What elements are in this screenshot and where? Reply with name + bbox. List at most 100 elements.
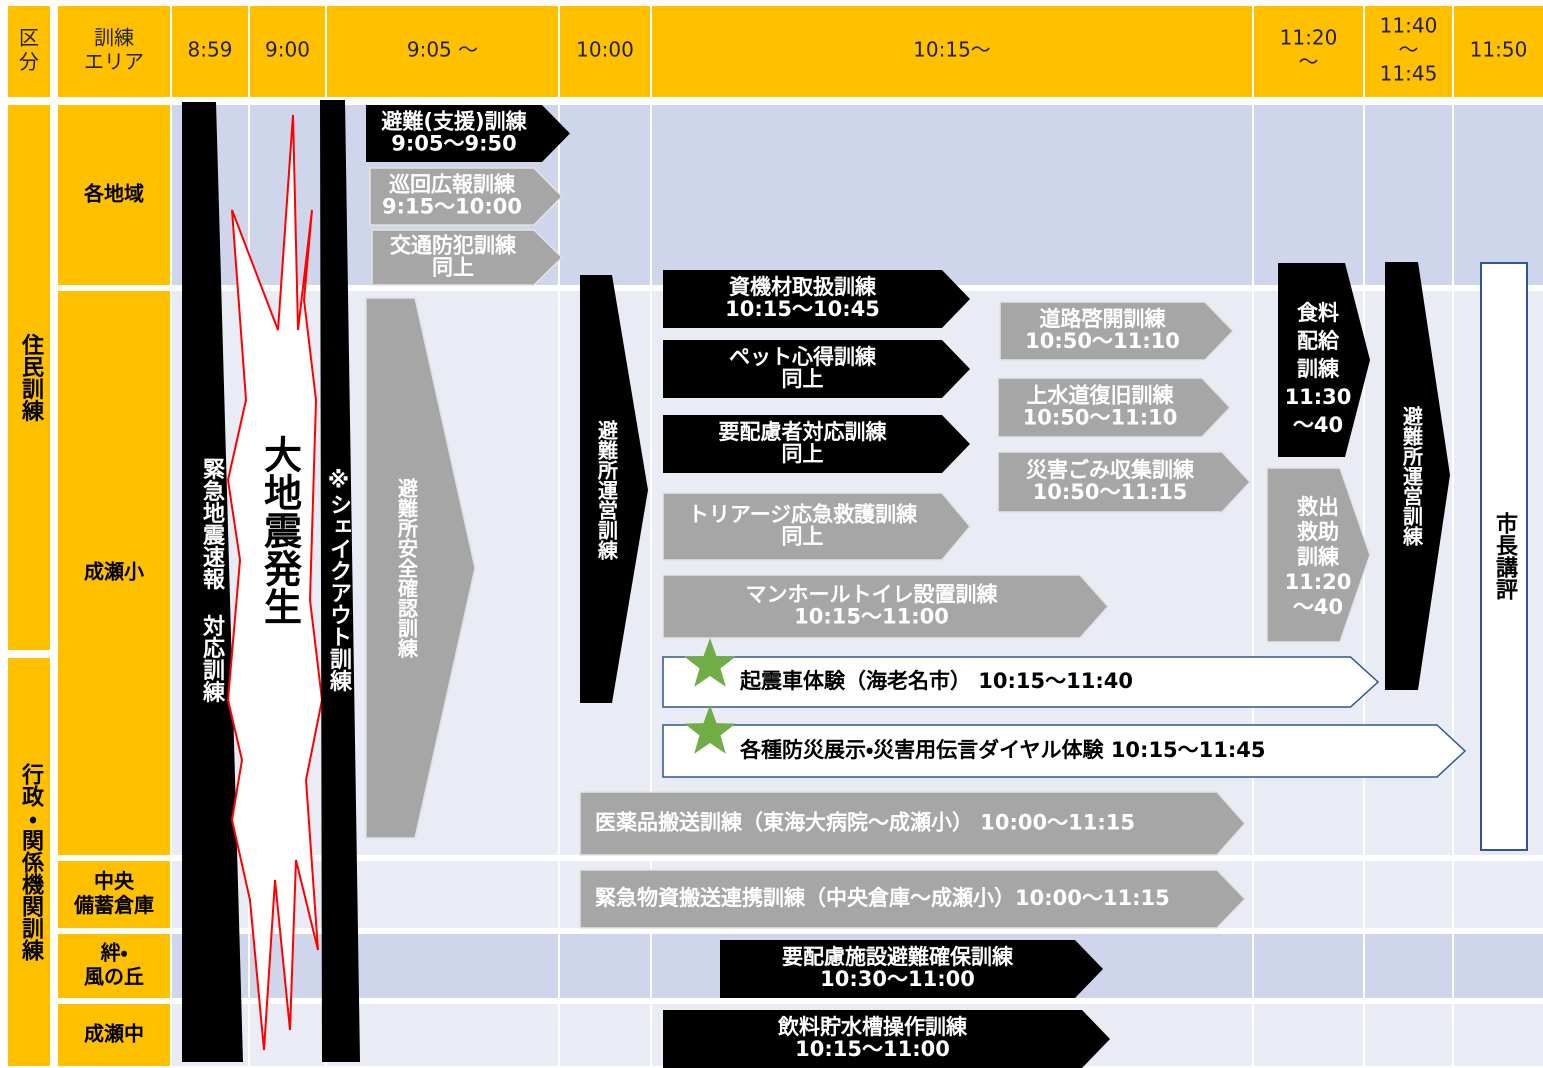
drill-text: 上水道復旧訓練 [1027, 384, 1175, 408]
header-text: 11:45 [1380, 62, 1438, 86]
bar [182, 102, 243, 1062]
row-cell [327, 1004, 558, 1066]
drill-arrow [997, 451, 1252, 513]
row-cell [1254, 861, 1363, 928]
drill-text: 食料 [1297, 301, 1339, 325]
bar [580, 275, 648, 703]
row-cell [1454, 105, 1543, 285]
bar-label: 避難所運営訓練 [1400, 405, 1424, 547]
row-cell [1454, 861, 1543, 928]
area-cell [58, 934, 170, 998]
area-cell [58, 291, 170, 855]
bar [365, 297, 476, 839]
drill-text: ペット心得訓練 [729, 345, 877, 369]
drill-text: 道路啓開訓練 [1040, 307, 1167, 331]
header-text: 10:00 [576, 38, 634, 62]
header-cell [327, 6, 558, 97]
star-icon [684, 705, 736, 754]
row-cell [1365, 861, 1452, 928]
drill-arrow [579, 791, 1247, 856]
header-cell [1254, 6, 1363, 97]
star-icon [684, 638, 736, 687]
drill-text: 災害ごみ収集訓練 [1026, 458, 1195, 482]
row-cell [1365, 105, 1452, 285]
area-label: 中央 [94, 869, 135, 893]
drill-text: 避難(支援)訓練 [381, 110, 527, 134]
drill-text: 同上 [782, 525, 824, 549]
drill-arrow [663, 340, 970, 398]
drill-arrow [997, 377, 1232, 438]
explosion [226, 114, 324, 1051]
drill-text: トリアージ応急救護訓練 [688, 503, 918, 527]
bar [1385, 262, 1450, 690]
drill-text: 同上 [432, 256, 474, 280]
row-cell [652, 105, 1252, 285]
header-text: 区 [19, 26, 39, 50]
section-label: 行政・関係機関訓練 [18, 762, 45, 961]
drill-arrow [371, 229, 564, 286]
header-text: 11:50 [1470, 38, 1528, 62]
drill-text: 10:15〜10:45 [725, 297, 880, 321]
drill-text: 11:30 [1285, 385, 1352, 409]
section-cell [8, 105, 50, 650]
row-cell [560, 1004, 650, 1066]
drill-text: 訓練 [1297, 357, 1340, 381]
row-cell [327, 861, 558, 928]
row-cell [1454, 1004, 1543, 1066]
drill-text: 〜40 [1293, 595, 1343, 619]
drill-text: マンホールトイレ設置訓練 [746, 583, 999, 607]
section-cell [8, 658, 50, 1066]
header-text: 分 [19, 50, 39, 74]
drill-text: 10:50〜11:10 [1023, 406, 1178, 430]
drill-text: 10:15〜11:00 [795, 1037, 950, 1061]
drill-arrow [663, 1010, 1110, 1068]
drill-arrow [662, 492, 971, 561]
header-text: 9:00 [265, 38, 310, 62]
bar-label: 避難所運営訓練 [595, 419, 619, 561]
drill-text: 9:15〜10:00 [382, 195, 522, 219]
header-cell [172, 6, 248, 97]
area-label: 各地域 [83, 182, 144, 206]
drill-text: 救助 [1297, 520, 1339, 544]
row-cell [560, 934, 650, 998]
area-cell [58, 1004, 170, 1066]
header-text: 〜 [1299, 50, 1319, 74]
drill-text: 9:05〜9:50 [391, 132, 516, 156]
header-text: 訓練 [94, 26, 134, 50]
bar-label: 大地震発生 [258, 435, 302, 625]
section-label: 住民訓練 [18, 333, 45, 422]
header-text: 9:05 〜 [407, 38, 478, 62]
bar [320, 100, 360, 1062]
row-cell [1365, 1004, 1452, 1066]
drill-text: 10:50〜11:10 [1025, 329, 1180, 353]
row-cell [1254, 1004, 1363, 1066]
area-cell [58, 861, 170, 928]
drill-arrow [663, 415, 970, 473]
drill-arrow [662, 724, 1467, 778]
drill-arrow [663, 270, 970, 328]
header-cell [250, 6, 325, 97]
drill-text: 各種防災展示・災害用伝言ダイヤル体験 10:15〜11:45 [739, 738, 1266, 762]
drill-arrow [662, 656, 1380, 708]
header-cell [8, 6, 50, 97]
drill-arrow [369, 167, 564, 226]
row-cell [1254, 105, 1363, 285]
header-text: 11:20 [1280, 26, 1338, 50]
row-cell [1254, 934, 1363, 998]
drill-text: 配給 [1297, 329, 1340, 353]
area-label: 備蓄倉庫 [73, 893, 154, 917]
bar [1480, 262, 1528, 851]
area-label: 風の丘 [84, 965, 144, 989]
drill-text: 巡回広報訓練 [389, 173, 516, 197]
drill-arrow [720, 940, 1103, 998]
drill-text: 救出 [1297, 495, 1339, 519]
drill-text: 飲料貯水槽操作訓練 [777, 1015, 968, 1039]
drill-arrow [662, 574, 1110, 639]
row-cell [560, 105, 650, 285]
area-label: 成瀬小 [84, 560, 144, 584]
drill-text: 同上 [782, 442, 824, 466]
drill-text: 緊急物資搬送連携訓練（中央倉庫〜成瀬小）10:00〜11:15 [595, 886, 1170, 910]
row-cell [327, 934, 558, 998]
drill-text: 要配慮施設避難確保訓練 [782, 945, 1014, 969]
